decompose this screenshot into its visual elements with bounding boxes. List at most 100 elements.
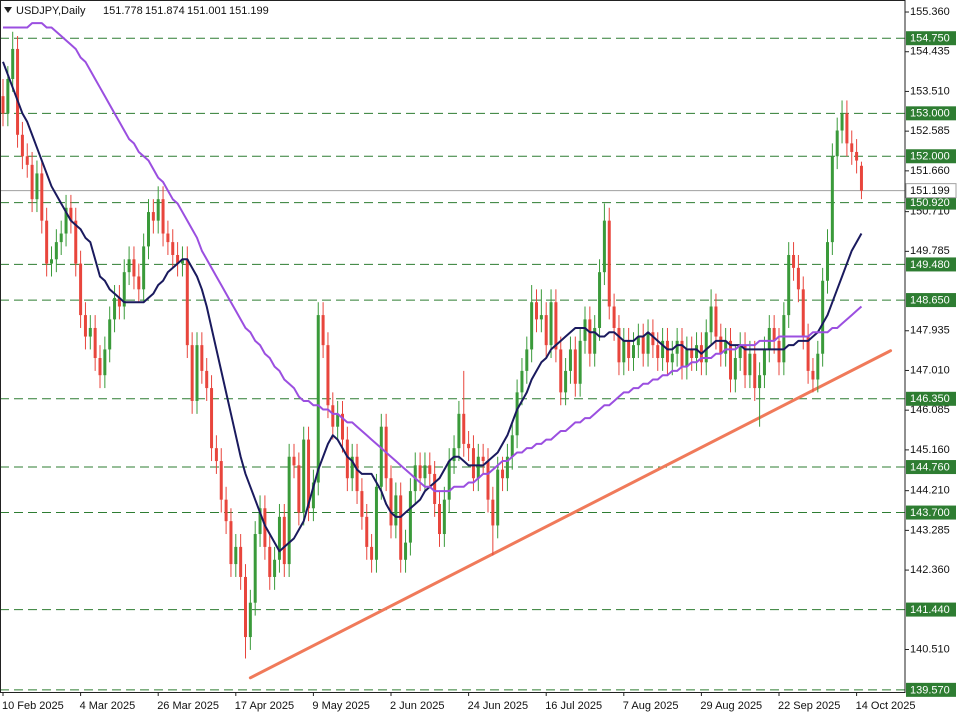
candle-body (544, 315, 548, 346)
candle-body (108, 319, 112, 350)
candle-body (627, 340, 631, 359)
level-label: 150.920 (910, 197, 950, 209)
candle-body (724, 340, 728, 354)
candle-body (30, 164, 34, 200)
candle-body (622, 340, 626, 363)
candle-body (801, 289, 805, 337)
candle-body (321, 315, 325, 346)
candle-body (1, 96, 5, 114)
symbol-label: USDJPY,Daily (16, 5, 86, 17)
candle-body (210, 388, 214, 449)
candle-body (850, 143, 854, 152)
candle-body (345, 439, 349, 479)
header-close: 151.199 (229, 5, 269, 17)
candle-body (16, 48, 20, 135)
candle-body (74, 220, 78, 264)
plot-border (0, 0, 906, 693)
candle-body (394, 495, 398, 526)
candle-body (467, 443, 471, 449)
candle-body (491, 499, 495, 526)
candle-body (675, 340, 679, 354)
candle-body (457, 413, 461, 449)
candle-body (520, 370, 524, 393)
candle-body (69, 207, 73, 221)
level-label: 148.650 (910, 294, 950, 306)
candle-body (573, 349, 577, 384)
x-tick-label: 4 Mar 2025 (80, 700, 136, 712)
header-high: 151.874 (145, 5, 185, 17)
candle-body (166, 233, 170, 243)
candle-body (583, 319, 587, 341)
candle-body (316, 315, 320, 483)
candle-body (821, 280, 825, 354)
candle-body (835, 130, 839, 157)
candle-body (568, 349, 572, 371)
candle-body (452, 448, 456, 462)
menu-arrow[interactable] (4, 7, 12, 13)
y-tick-label: 142.360 (910, 564, 950, 576)
candle-body (762, 349, 766, 376)
candle-body (374, 486, 378, 560)
candle-body (486, 461, 490, 500)
candle-body (103, 349, 107, 376)
candle-body (602, 220, 606, 273)
candle-body (738, 345, 742, 359)
candle-body (588, 319, 592, 354)
candle-body (147, 212, 150, 247)
x-tick-label: 29 Aug 2025 (700, 700, 762, 712)
current-price-label: 151.199 (910, 185, 950, 197)
candle-body (496, 469, 500, 526)
candle-body (137, 276, 141, 290)
y-tick-label: 147.010 (910, 364, 950, 376)
candle-body (399, 495, 403, 560)
candle-body (471, 448, 475, 479)
candle-body (239, 546, 243, 577)
candle-body (787, 254, 791, 316)
candle-body (142, 246, 146, 290)
candle-body (539, 315, 543, 320)
level-label-box (906, 391, 956, 406)
candle-body (685, 349, 689, 367)
candle-body (185, 259, 189, 346)
candle-body (200, 345, 204, 371)
level-label: 144.760 (910, 461, 950, 473)
candle-body (244, 576, 247, 638)
candle-body (113, 297, 117, 320)
candle-body (423, 465, 427, 479)
y-tick-label: 149.785 (910, 245, 950, 257)
candle-body (598, 272, 602, 328)
candle-body (530, 302, 534, 350)
candle-body (11, 48, 15, 79)
candle-body (292, 456, 296, 466)
y-tick-label: 145.160 (910, 444, 950, 456)
x-tick-label: 26 Mar 2025 (157, 700, 219, 712)
candle-body (428, 465, 432, 474)
candle-body (370, 546, 374, 560)
plot-area (0, 22, 905, 691)
candle-body (564, 370, 568, 393)
candle-body (855, 151, 859, 161)
level-label: 153.000 (910, 108, 950, 120)
candle-body (767, 327, 771, 350)
candle-body (50, 259, 53, 264)
candle-body (214, 448, 218, 462)
candle-body (336, 413, 340, 427)
candle-body (248, 602, 252, 638)
candle-body (219, 461, 223, 500)
candle-body (253, 534, 257, 603)
candle-body (205, 370, 209, 389)
candle-body (404, 542, 408, 560)
candle-body (840, 113, 844, 131)
candle-body (195, 345, 199, 401)
candle-body (156, 199, 160, 221)
y-tick-label: 144.210 (910, 485, 950, 497)
level-label: 149.480 (910, 259, 950, 271)
x-tick-label: 10 Feb 2025 (2, 700, 64, 712)
candle-body (287, 456, 291, 565)
level-label-box (906, 460, 956, 475)
candle-body (612, 306, 616, 328)
candle-body (307, 439, 311, 509)
level-label-box (906, 682, 956, 697)
candle-body (54, 242, 58, 260)
